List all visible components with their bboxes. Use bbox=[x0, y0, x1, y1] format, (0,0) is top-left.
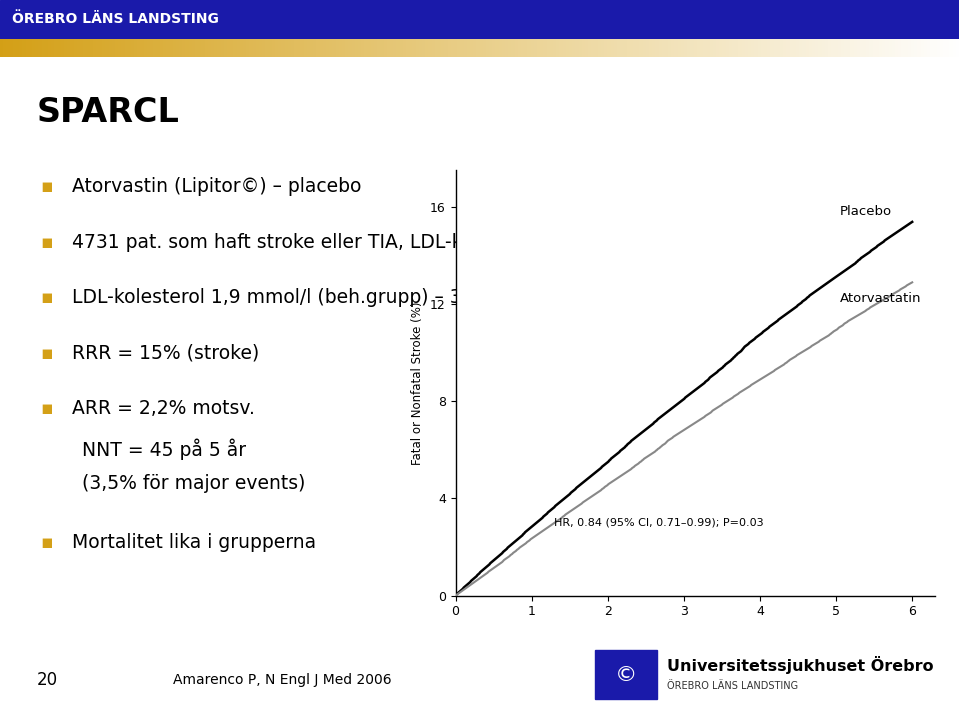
Text: 4731 pat. som haft stroke eller TIA, LDL-kolesterol 2,6-4,9 mmol/l: 4731 pat. som haft stroke eller TIA, LDL… bbox=[72, 233, 686, 252]
Text: HR, 0.84 (95% CI, 0.71–0.99); P=0.03: HR, 0.84 (95% CI, 0.71–0.99); P=0.03 bbox=[554, 518, 764, 527]
Bar bbox=[595, 650, 657, 699]
Text: Atorvastin (Lipitor©) – placebo: Atorvastin (Lipitor©) – placebo bbox=[72, 177, 362, 196]
Text: ▪: ▪ bbox=[40, 344, 53, 363]
Text: SPARCL: SPARCL bbox=[36, 96, 179, 129]
Text: ▪: ▪ bbox=[40, 533, 53, 552]
Text: RRR = 15% (stroke): RRR = 15% (stroke) bbox=[72, 344, 259, 363]
Text: ▪: ▪ bbox=[40, 289, 53, 307]
Y-axis label: Fatal or Nonfatal Stroke (%): Fatal or Nonfatal Stroke (%) bbox=[411, 301, 425, 464]
Text: 20: 20 bbox=[36, 671, 58, 688]
Text: ▪: ▪ bbox=[40, 399, 53, 418]
Text: ▪: ▪ bbox=[40, 233, 53, 252]
Text: Mortalitet lika i grupperna: Mortalitet lika i grupperna bbox=[72, 533, 316, 552]
Text: ÖREBRO LÄNS LANDSTING: ÖREBRO LÄNS LANDSTING bbox=[667, 681, 798, 691]
Text: NNT = 45 på 5 år: NNT = 45 på 5 år bbox=[82, 438, 246, 460]
Text: ▪: ▪ bbox=[40, 177, 53, 196]
Text: Amarenco P, N Engl J Med 2006: Amarenco P, N Engl J Med 2006 bbox=[173, 673, 391, 686]
Text: Placebo: Placebo bbox=[840, 205, 892, 218]
Text: Atorvastatin: Atorvastatin bbox=[840, 293, 922, 306]
Text: ARR = 2,2% motsv.: ARR = 2,2% motsv. bbox=[72, 399, 255, 418]
Text: ©: © bbox=[615, 665, 638, 685]
Text: Universitetssjukhuset Örebro: Universitetssjukhuset Örebro bbox=[667, 657, 933, 674]
Text: ÖREBRO LÄNS LANDSTING: ÖREBRO LÄNS LANDSTING bbox=[12, 13, 219, 26]
Text: LDL-kolesterol 1,9 mmol/l (beh.grupp) – 3,3 mmol/l (placebo): LDL-kolesterol 1,9 mmol/l (beh.grupp) – … bbox=[72, 289, 644, 307]
Text: (3,5% för major events): (3,5% för major events) bbox=[82, 474, 305, 493]
